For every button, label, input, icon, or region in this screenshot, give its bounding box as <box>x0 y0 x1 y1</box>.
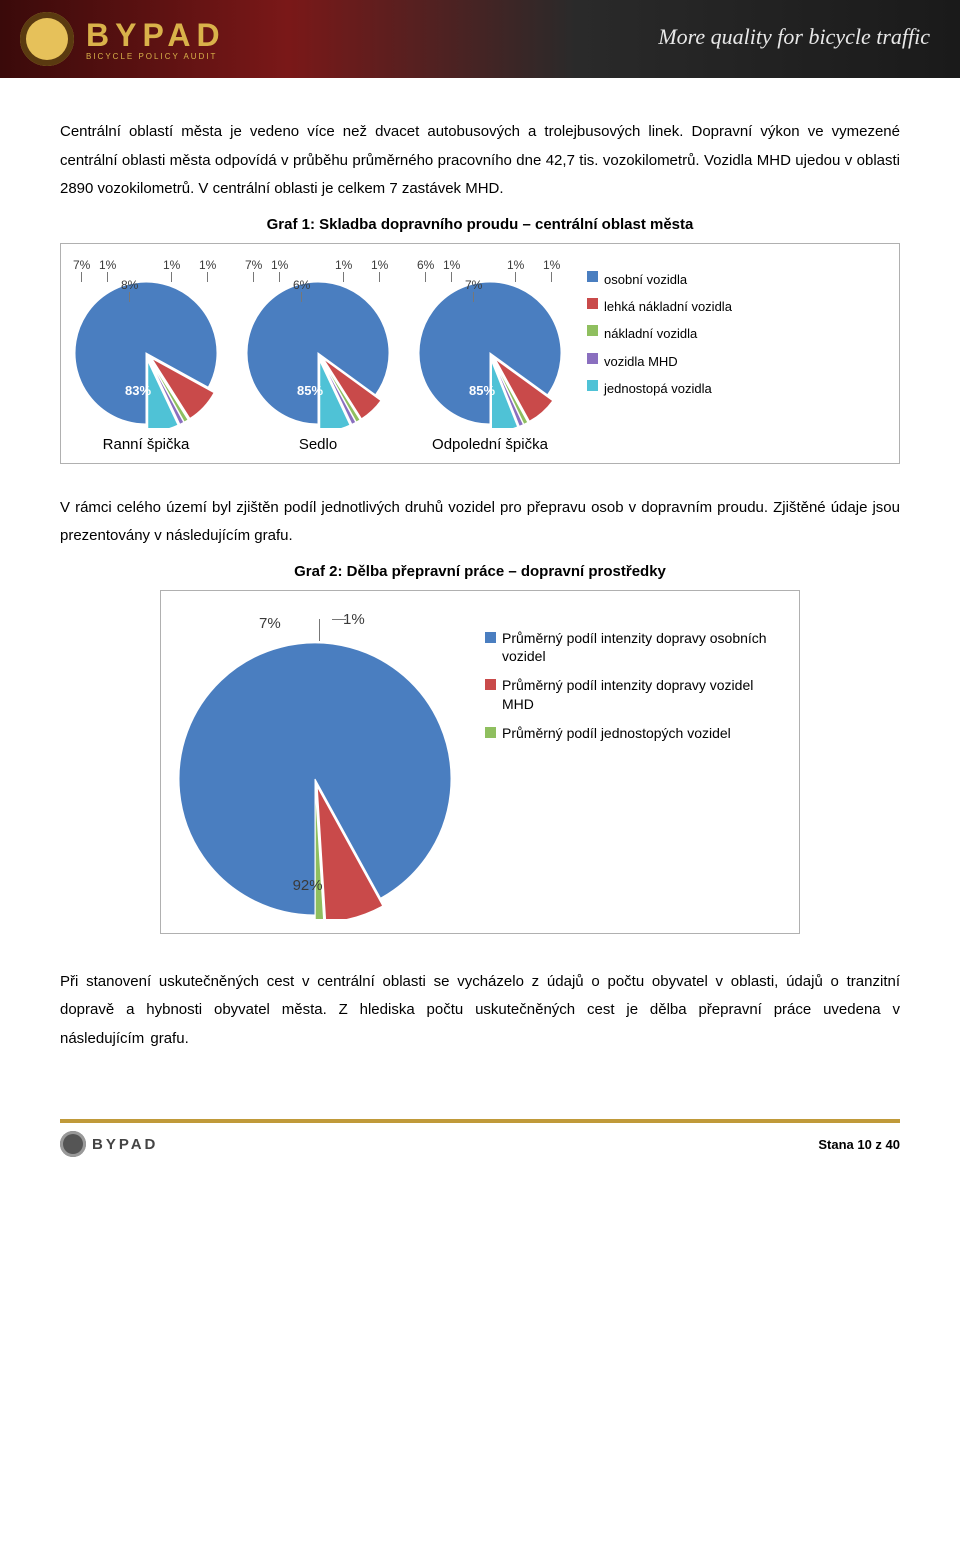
chart2-pct: 1% <box>343 611 365 628</box>
logo-gear-icon <box>20 12 74 66</box>
legend-item: lehká nákladní vozidla <box>587 295 757 318</box>
legend-label: Průměrný podíl intenzity dopravy vozidel… <box>502 676 785 714</box>
legend-swatch <box>485 632 496 643</box>
chart1-pie: 85%7%1%6%1%1%Sedlo <box>243 258 393 453</box>
legend-label: jednostopá vozidla <box>604 377 712 400</box>
pie-outer-pct: 1% <box>507 258 524 272</box>
brand-subtext: BICYCLE POLICY AUDIT <box>86 52 226 61</box>
chart1-pie: 85%6%1%7%1%1%Odpolední špička <box>415 258 565 453</box>
legend-swatch <box>587 298 598 309</box>
paragraph-3: Při stanovení uskutečněných cest v centr… <box>60 968 900 1054</box>
legend-item: jednostopá vozidla <box>587 377 757 400</box>
chart2-pie: 92%7%1% <box>175 609 455 919</box>
footer-brand: BYPAD <box>92 1136 158 1153</box>
pie-caption: Ranní špička <box>103 436 190 453</box>
chart1-container: 83%7%1%8%1%1%Ranní špička85%7%1%6%1%1%Se… <box>60 243 900 464</box>
legend-swatch <box>587 271 598 282</box>
legend-item: Průměrný podíl intenzity dopravy osobníc… <box>485 629 785 667</box>
legend-item: osobní vozidla <box>587 268 757 291</box>
tagline: More quality for bicycle traffic <box>658 24 930 50</box>
paragraph-1: Centrální oblastí města je vedeno více n… <box>60 118 900 204</box>
header-banner: BYPAD BICYCLE POLICY AUDIT More quality … <box>0 0 960 78</box>
paragraph-2: V rámci celého území byl zjištěn podíl j… <box>60 494 900 551</box>
legend-label: osobní vozidla <box>604 268 687 291</box>
chart1-pie: 83%7%1%8%1%1%Ranní špička <box>71 258 221 453</box>
pie-outer-pct: 1% <box>371 258 388 272</box>
pie-outer-pct: 7% <box>245 258 262 272</box>
pie-outer-pct: 1% <box>335 258 352 272</box>
pie-outer-pct: 1% <box>271 258 288 272</box>
legend-item: Průměrný podíl intenzity dopravy vozidel… <box>485 676 785 714</box>
legend-swatch <box>587 380 598 391</box>
pie-outer-pct: 1% <box>163 258 180 272</box>
footer-logo: BYPAD <box>60 1131 158 1157</box>
pie-outer-pct: 7% <box>73 258 90 272</box>
legend-item: Průměrný podíl jednostopých vozidel <box>485 724 785 743</box>
footer: BYPAD Stana 10 z 40 <box>60 1119 900 1187</box>
pie-outer-pct: 1% <box>99 258 116 272</box>
chart2-pct: 7% <box>259 615 281 632</box>
pie-outer-pct: 6% <box>417 258 434 272</box>
brand-text: BYPAD <box>86 17 226 54</box>
legend-item: vozidla MHD <box>587 350 757 373</box>
legend-swatch <box>587 325 598 336</box>
pie-outer-pct: 1% <box>199 258 216 272</box>
pie-outer-pct: 1% <box>443 258 460 272</box>
legend-swatch <box>485 679 496 690</box>
legend-item: nákladní vozidla <box>587 322 757 345</box>
page-number: Stana 10 z 40 <box>818 1137 900 1152</box>
chart1-title: Graf 1: Skladba dopravního proudu – cent… <box>60 216 900 233</box>
legend-label: Průměrný podíl jednostopých vozidel <box>502 724 731 743</box>
chart2-legend: Průměrný podíl intenzity dopravy osobníc… <box>485 609 785 753</box>
logo: BYPAD BICYCLE POLICY AUDIT <box>20 12 226 66</box>
page-content: Centrální oblastí města je vedeno více n… <box>0 78 960 1079</box>
legend-label: nákladní vozidla <box>604 322 697 345</box>
legend-label: Průměrný podíl intenzity dopravy osobníc… <box>502 629 785 667</box>
legend-swatch <box>587 353 598 364</box>
pie-caption: Sedlo <box>299 436 337 453</box>
chart2-title: Graf 2: Dělba přepravní práce – dopravní… <box>60 563 900 580</box>
chart1-legend: osobní vozidla lehká nákladní vozidla nákl… <box>587 258 757 405</box>
legend-label: lehká nákladní vozidla <box>604 295 732 318</box>
pie-caption: Odpolední špička <box>432 436 548 453</box>
footer-gear-icon <box>60 1131 86 1157</box>
chart2-container: 92%7%1% Průměrný podíl intenzity dopravy… <box>160 590 800 934</box>
legend-label: vozidla MHD <box>604 350 678 373</box>
legend-swatch <box>485 727 496 738</box>
pie-outer-pct: 1% <box>543 258 560 272</box>
